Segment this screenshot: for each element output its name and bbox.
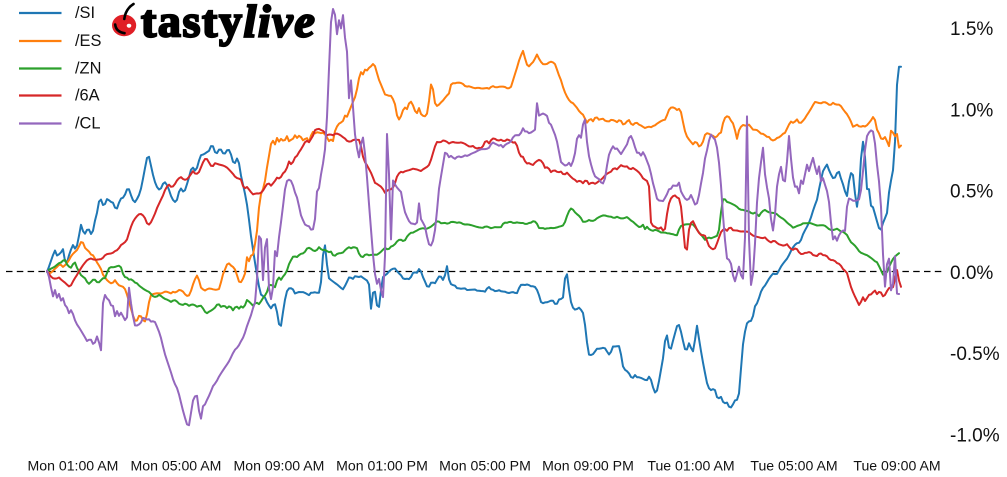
svg-text:Tue 05:00 AM: Tue 05:00 AM bbox=[750, 458, 837, 474]
svg-text:-0.5%: -0.5% bbox=[950, 344, 1000, 365]
svg-text:/ES: /ES bbox=[75, 32, 101, 50]
svg-text:/CL: /CL bbox=[75, 115, 101, 133]
svg-text:Mon 01:00 PM: Mon 01:00 PM bbox=[336, 458, 428, 474]
svg-text:/6A: /6A bbox=[75, 87, 100, 105]
svg-text:Mon 05:00 PM: Mon 05:00 PM bbox=[439, 458, 531, 474]
svg-text:-1.0%: -1.0% bbox=[950, 426, 1000, 447]
svg-text:/SI: /SI bbox=[75, 4, 95, 22]
svg-text:0.0%: 0.0% bbox=[950, 263, 993, 284]
svg-text:1.5%: 1.5% bbox=[950, 19, 993, 40]
svg-text:1.0%: 1.0% bbox=[950, 100, 993, 121]
svg-text:Tue 09:00 AM: Tue 09:00 AM bbox=[853, 458, 940, 474]
svg-text:0.5%: 0.5% bbox=[950, 182, 993, 203]
svg-text:Mon 01:00 AM: Mon 01:00 AM bbox=[28, 458, 119, 474]
svg-text:Tue 01:00 AM: Tue 01:00 AM bbox=[647, 458, 734, 474]
svg-text:Mon 09:00 AM: Mon 09:00 AM bbox=[234, 458, 325, 474]
svg-text:Mon 05:00 AM: Mon 05:00 AM bbox=[131, 458, 222, 474]
svg-text:Mon 09:00 PM: Mon 09:00 PM bbox=[542, 458, 634, 474]
svg-text:tastylive: tastylive bbox=[141, 0, 316, 47]
svg-text:/ZN: /ZN bbox=[75, 60, 101, 78]
